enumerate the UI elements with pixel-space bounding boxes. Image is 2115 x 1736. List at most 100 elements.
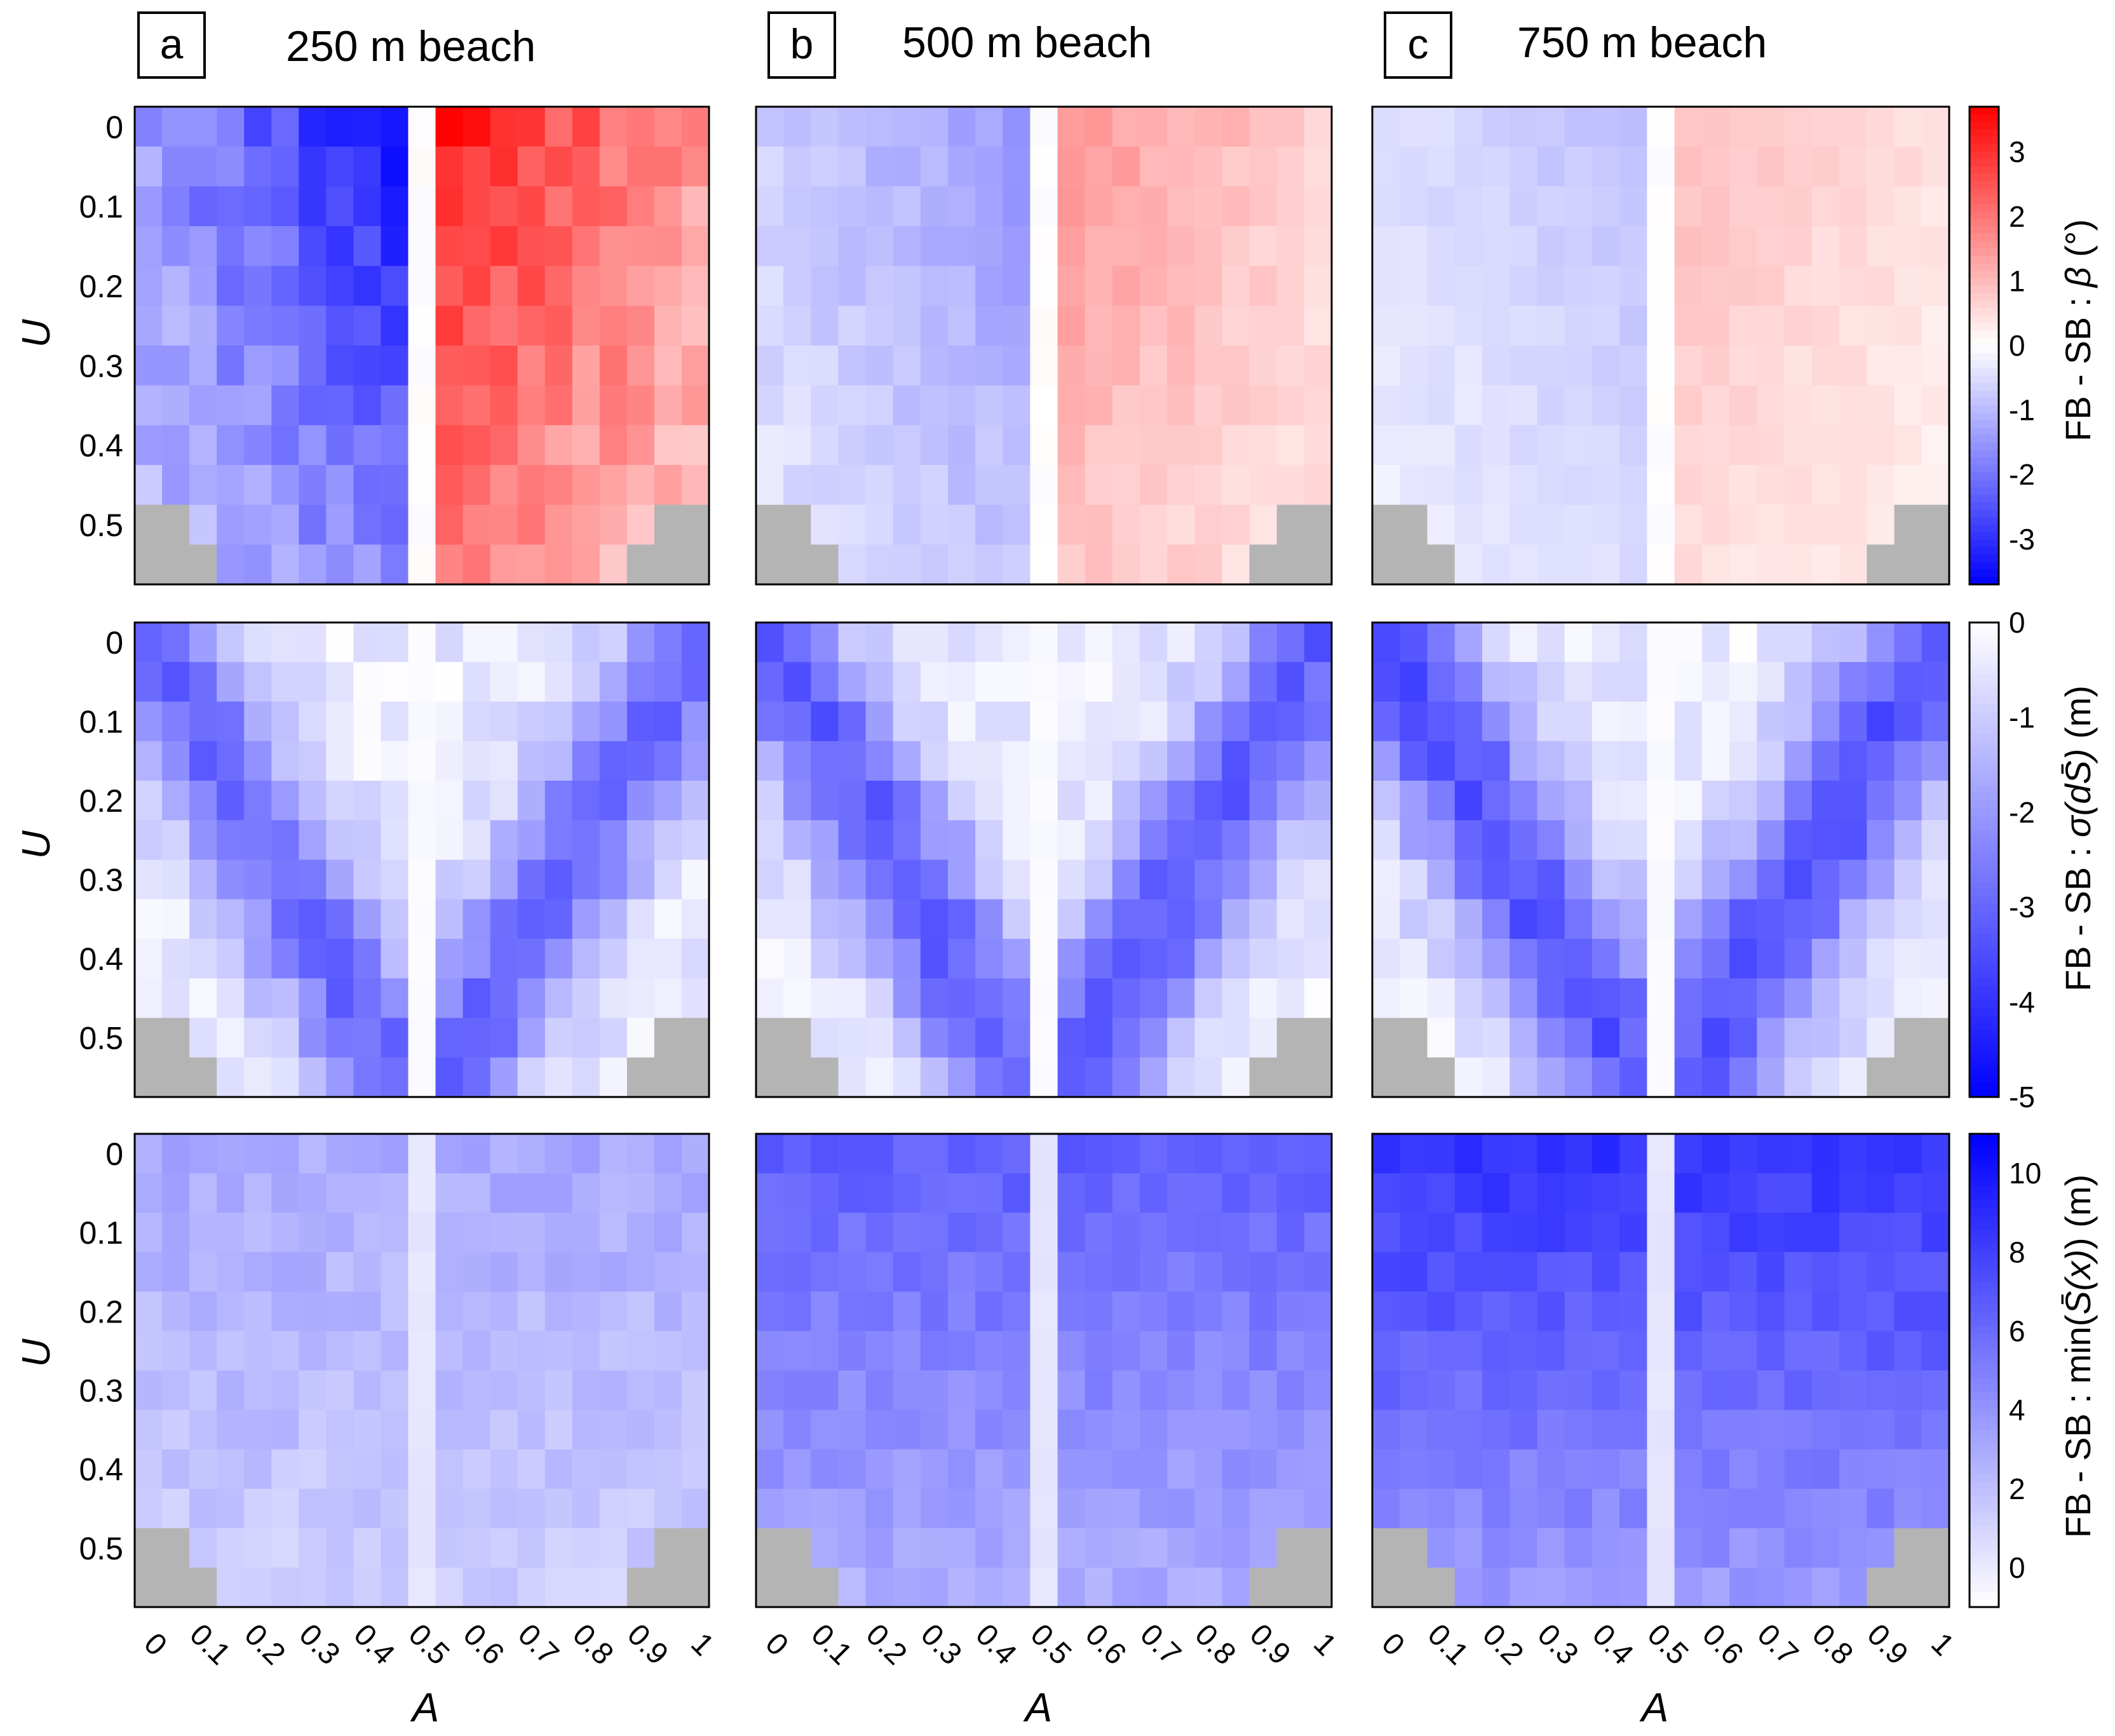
heatmap-cell — [463, 266, 491, 306]
heatmap-cell — [1249, 306, 1278, 346]
heatmap-cell — [1811, 1370, 1840, 1411]
heatmap-cell — [1510, 504, 1538, 545]
heatmap-cell — [244, 465, 272, 506]
heatmap-cell — [1140, 939, 1168, 979]
heatmap-cell — [1167, 1488, 1195, 1529]
heatmap-cell — [1757, 306, 1785, 346]
colorbar-step — [1970, 1563, 1999, 1571]
heatmap-cell — [490, 1370, 518, 1411]
heatmap-cell — [189, 1291, 217, 1332]
heatmap-cell — [975, 1370, 1003, 1411]
colorbar-step — [1970, 778, 1999, 786]
heatmap-cell — [1867, 1488, 1895, 1529]
heatmap-cell — [1304, 1370, 1332, 1411]
heatmap-cell — [1249, 1018, 1278, 1058]
heatmap-cell — [189, 1331, 217, 1371]
heatmap-cell — [1591, 1213, 1620, 1253]
heatmap-cell — [1194, 1488, 1223, 1529]
heatmap-cell — [654, 504, 682, 545]
heatmap-cell — [1304, 1488, 1332, 1529]
heatmap-cell — [1757, 622, 1785, 663]
heatmap-cell — [783, 1370, 811, 1411]
colorbar-step — [1970, 896, 1999, 905]
heatmap-cell — [217, 1057, 245, 1098]
heatmap-cell — [1372, 385, 1400, 426]
heatmap-cell — [1510, 701, 1538, 742]
heatmap-cell — [326, 385, 354, 426]
colorbar-step — [1970, 1466, 1999, 1475]
heatmap-cell — [599, 1528, 628, 1568]
heatmap-cell — [189, 1370, 217, 1411]
x-tick-label: 1 — [1924, 1627, 1960, 1662]
heatmap-cell — [599, 1213, 628, 1253]
heatmap-cell — [381, 939, 409, 979]
heatmap-cell — [920, 939, 949, 979]
heatmap-cell — [893, 1134, 921, 1174]
heatmap-cell — [1194, 622, 1223, 663]
heatmap-cell — [865, 859, 894, 900]
heatmap-cell — [920, 1134, 949, 1174]
heatmap-cell — [783, 1410, 811, 1450]
heatmap-cell — [1249, 544, 1278, 585]
heatmap-cell — [1784, 385, 1813, 426]
heatmap-cell — [756, 701, 784, 742]
heatmap-cell — [1372, 186, 1400, 227]
heatmap-cell — [948, 1018, 976, 1058]
colorbar-step — [1970, 1518, 1999, 1526]
heatmap-cell — [189, 978, 217, 1019]
heatmap-cell — [1591, 1018, 1620, 1058]
heatmap-cell — [1674, 107, 1703, 147]
heatmap-cell — [893, 306, 921, 346]
heatmap-cell — [1811, 504, 1840, 545]
colorbar-step — [1970, 874, 1999, 883]
heatmap-cell — [1030, 1567, 1058, 1608]
heatmap-cell — [1085, 741, 1113, 781]
heatmap-cell — [811, 1291, 839, 1332]
heatmap-cell — [1510, 1449, 1538, 1490]
heatmap-cell — [756, 1370, 784, 1411]
heatmap-cell — [1304, 1018, 1332, 1058]
heatmap-cell — [626, 1213, 655, 1253]
heatmap-cell — [1112, 820, 1140, 861]
heatmap-cell — [517, 1213, 546, 1253]
heatmap-cell — [893, 1291, 921, 1332]
heatmap-cell — [1811, 662, 1840, 703]
heatmap-cell — [756, 1567, 784, 1608]
heatmap-cell — [654, 146, 682, 187]
heatmap-cell — [1372, 1370, 1400, 1411]
colorbar-step — [1970, 1089, 1999, 1098]
heatmap-cell — [1839, 107, 1867, 147]
heatmap-cell — [1400, 146, 1428, 187]
heatmap-cell — [1140, 1057, 1168, 1098]
heatmap-cell — [244, 1173, 272, 1213]
heatmap-cell — [463, 1213, 491, 1253]
heatmap-cell — [1510, 622, 1538, 663]
heatmap-cell — [1276, 1134, 1305, 1174]
heatmap-cell — [1564, 1057, 1593, 1098]
heatmap-cell — [1167, 1449, 1195, 1490]
heatmap-cell — [572, 465, 600, 506]
heatmap-cell — [1757, 1134, 1785, 1174]
heatmap-cell — [1372, 622, 1400, 663]
heatmap-cell — [1591, 859, 1620, 900]
heatmap-cell — [599, 544, 628, 585]
colorbar-step — [1970, 346, 1999, 354]
heatmap-cell — [1510, 306, 1538, 346]
heatmap-cell — [517, 859, 546, 900]
heatmap-cell — [189, 504, 217, 545]
heatmap-cell — [490, 346, 518, 386]
colorbar-step — [1970, 985, 1999, 994]
heatmap-cell — [1921, 465, 1950, 506]
heatmap-cell — [1372, 544, 1400, 585]
heatmap-cell — [271, 306, 299, 346]
heatmap-cell — [1811, 1134, 1840, 1174]
heatmap-cell — [162, 939, 190, 979]
colorbar-step — [1970, 569, 1999, 577]
x-tick-label: 1 — [1307, 1627, 1342, 1662]
heatmap-min_S-750m: 0 0.1 0.2 0.3 0.4 0.5 0.6 0.7 0.8 0.9 1 — [1371, 1133, 1961, 1671]
heatmap-cell — [1510, 1252, 1538, 1292]
heatmap-cell — [1057, 781, 1086, 821]
heatmap-cell — [353, 899, 382, 939]
heatmap-cell — [1591, 186, 1620, 227]
colorbar-step — [1970, 807, 1999, 816]
